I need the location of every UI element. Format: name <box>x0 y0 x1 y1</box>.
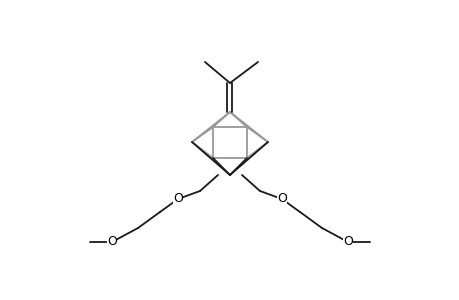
Text: O: O <box>276 193 286 206</box>
Text: O: O <box>107 236 117 248</box>
Text: O: O <box>173 193 183 206</box>
Text: O: O <box>342 236 352 248</box>
